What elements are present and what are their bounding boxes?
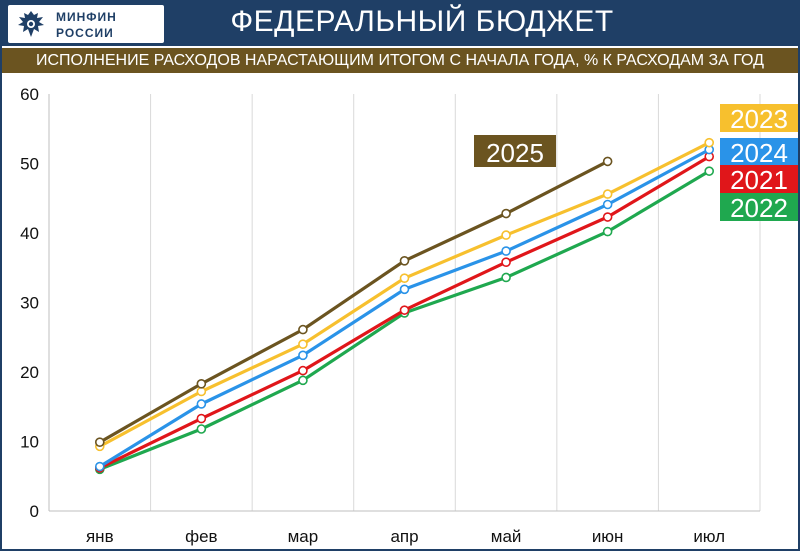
series-2024 — [94, 144, 715, 472]
x-tick-label: май — [491, 527, 522, 546]
data-point — [399, 273, 410, 283]
series-2025 — [94, 156, 613, 447]
annotation-box-2025 — [474, 135, 556, 167]
y-tick-label: 60 — [20, 85, 39, 104]
data-point — [399, 284, 410, 295]
data-point — [298, 339, 308, 350]
data-point — [501, 230, 511, 240]
data-point — [501, 257, 511, 267]
legend-label-2022: 2022 — [730, 193, 788, 223]
data-point — [501, 208, 511, 219]
series-line-2023 — [99, 141, 710, 448]
y-tick-label: 40 — [20, 224, 39, 243]
legend-swatch-2021 — [720, 165, 798, 193]
legend-label-2021: 2021 — [730, 165, 788, 195]
series-2023 — [94, 137, 715, 452]
data-point — [399, 255, 410, 266]
annotation-label-2025: 2025 — [486, 138, 544, 168]
data-point — [196, 386, 207, 397]
data-point — [94, 461, 105, 472]
x-tick-label: фев — [185, 527, 217, 546]
x-tick-label: апр — [390, 527, 418, 546]
data-point — [399, 305, 410, 315]
data-point — [602, 199, 613, 210]
data-point — [602, 189, 613, 199]
data-point — [501, 272, 511, 283]
data-point — [298, 350, 308, 361]
data-point — [602, 226, 613, 237]
data-point — [704, 166, 715, 176]
x-tick-label: июл — [693, 527, 725, 546]
page-title: ФЕДЕРАЛЬНЫЙ БЮДЖЕТ — [230, 5, 614, 38]
y-tick-label: 0 — [30, 502, 39, 521]
series-2022 — [94, 166, 715, 475]
data-point — [196, 424, 207, 434]
legend-label-2023: 2023 — [730, 104, 788, 134]
legend-swatch-2023 — [720, 104, 798, 132]
y-tick-label: 10 — [20, 433, 39, 452]
legend-swatch-2024 — [720, 138, 798, 166]
series-lines — [94, 137, 715, 475]
header-bar: МИНФИН РОССИИ ФЕДЕРАЛЬНЫЙ БЮДЖЕТ — [2, 2, 798, 46]
data-point — [196, 379, 207, 389]
logo-text-line2: РОССИИ — [56, 26, 114, 40]
series-2021 — [94, 151, 715, 473]
data-point — [196, 413, 207, 424]
data-point — [298, 324, 308, 335]
y-tick-label: 30 — [20, 294, 39, 313]
minfin-logo: МИНФИН РОССИИ — [8, 5, 164, 43]
y-tick-label: 20 — [20, 363, 39, 382]
data-point — [704, 137, 715, 148]
legend-swatch-2022 — [720, 193, 798, 221]
series-line-2025 — [99, 159, 609, 444]
data-point — [196, 399, 207, 409]
y-tick-label: 50 — [20, 155, 39, 174]
logo-text-line1: МИНФИН — [56, 10, 117, 24]
x-tick-label: июн — [592, 527, 624, 546]
data-point — [94, 437, 105, 447]
legend-label-2024: 2024 — [730, 138, 788, 168]
data-point — [602, 212, 613, 222]
data-point — [602, 156, 613, 167]
x-tick-label: янв — [86, 527, 114, 546]
chart-subtitle: ИСПОЛНЕНИЕ РАСХОДОВ НАРАСТАЮЩИМ ИТОГОМ С… — [2, 48, 798, 73]
eagle-emblem-icon — [18, 11, 44, 37]
x-tick-label: мар — [288, 527, 319, 546]
data-point — [298, 365, 308, 376]
axes: 0 10 20 30 40 50 60 янв фев мар апр май июн июл — [20, 85, 760, 546]
data-point — [298, 375, 308, 386]
data-point — [501, 246, 511, 256]
